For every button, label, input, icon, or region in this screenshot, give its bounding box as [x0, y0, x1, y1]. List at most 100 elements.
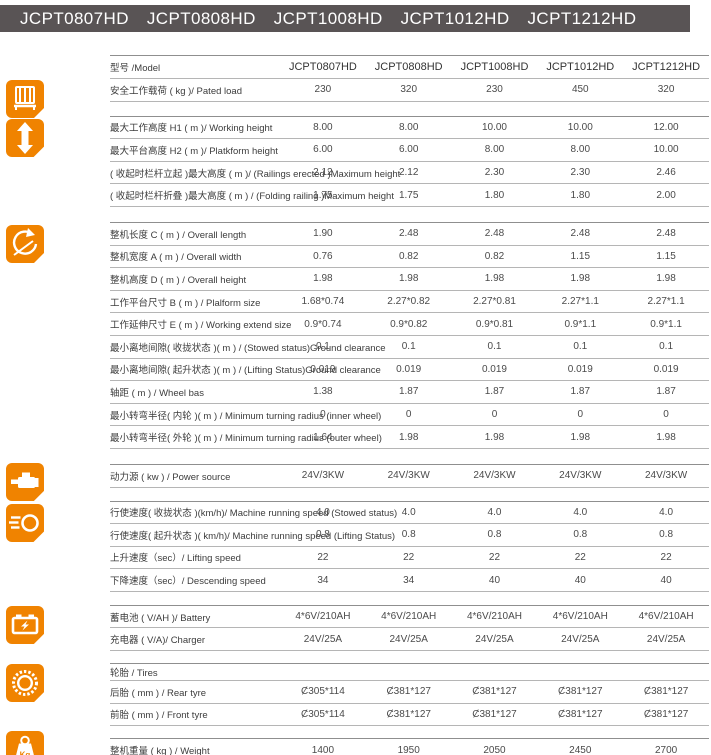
- spec-value: 0.9*0.81: [475, 318, 514, 330]
- spec-values: 1.64 1.98 1.98 1.98 1.98: [280, 432, 709, 443]
- spec-value: JCPT1012HD: [546, 61, 615, 73]
- spec-value: 1.87: [656, 386, 676, 398]
- spec-section: 整机长度 C ( m ) / Overall length 1.90 2.48 2.4…: [6, 221, 709, 449]
- spec-value: 1.80: [570, 189, 591, 201]
- spec-value: 1.68*0.74: [301, 296, 345, 308]
- spec-label: 最小离地间隙( 起升状态 )( m ) / (Lifting Status)Gr…: [110, 365, 381, 377]
- spec-label: 型号 /Model: [110, 63, 161, 74]
- spec-value: 0.8: [487, 529, 502, 541]
- spec-value: 10.00: [653, 144, 679, 156]
- platform-load-icon: [6, 80, 44, 118]
- spec-value: 0.1: [315, 341, 330, 353]
- spec-label: 最大平台高度 H2 ( m )/ Platkform height: [110, 145, 278, 157]
- turning-radius-icon: [6, 224, 44, 263]
- spec-value: JCPT0808HD: [374, 61, 443, 73]
- spec-label: ( 收起时栏杆立起 )最大高度 ( m )/ (Railings erected…: [110, 168, 401, 180]
- spec-value: 0.1: [401, 341, 416, 353]
- spec-value: 450: [571, 84, 589, 96]
- spec-label: 最小离地间隙( 收拢状态 )( m ) / (Stowed status)Gro…: [110, 342, 386, 354]
- spec-value: 2.27*1.1: [647, 296, 685, 308]
- spec-row: 最小离地间隙( 收拢状态 )( m ) / (Stowed status)Gro…: [110, 336, 709, 359]
- spec-row: 前胎 ( mm ) / Front tyre Ȼ305*114 Ȼ381*127 Ȼ3…: [110, 704, 709, 727]
- spec-value: 2.27*0.81: [473, 296, 516, 308]
- spec-value: 34: [403, 574, 415, 586]
- spec-label: 整机长度 C ( m ) / Overall length: [110, 229, 247, 241]
- spec-values: JCPT0807HD JCPT0808HD JCPT1008HD JCPT1012HD…: [280, 61, 709, 73]
- spec-value: 24V/25A: [389, 633, 428, 645]
- spec-label: 最大工作高度 H1 ( m )/ Working height: [110, 123, 273, 135]
- spec-row: 行使速度( 收拢状态 )(km/h)/ Machine running spee…: [110, 502, 709, 525]
- spec-value: 0: [491, 409, 498, 421]
- spec-value: 1.15: [656, 250, 676, 262]
- spec-value: 2450: [569, 744, 592, 755]
- spec-row: 最小转弯半径( 外轮 )( m ) / Minimum turning radi…: [110, 426, 709, 449]
- spec-value: 4.0: [573, 506, 588, 518]
- spec-value: 0: [577, 409, 584, 421]
- spec-value: 0.1: [573, 341, 588, 353]
- spec-section: 行使速度( 收拢状态 )(km/h)/ Machine running spee…: [6, 500, 709, 592]
- svg-text:Kg: Kg: [20, 751, 31, 755]
- model-tab: JCPT0807HD: [20, 8, 129, 28]
- spec-row: 整机宽度 A ( m ) / Overall width 0.76 0.82 0.82…: [110, 246, 709, 269]
- spec-value: JCPT1212HD: [632, 61, 701, 73]
- spec-value: Ȼ381*127: [558, 708, 603, 720]
- spec-row: 整机长度 C ( m ) / Overall length 1.90 2.48 2.4…: [110, 223, 709, 246]
- spec-value: 1.75: [398, 189, 419, 201]
- spec-value: 8.00: [484, 144, 505, 156]
- spec-value: 1400: [311, 744, 335, 755]
- spec-section: 蓄电池 ( V/AH )/ Battery 4*6V/210AH 4*6V/210A…: [6, 604, 709, 652]
- spec-values: 1.68*0.74 2.27*0.82 2.27*0.81 2.27*1.1 2.27*…: [280, 296, 709, 307]
- spec-value: 0: [405, 409, 412, 421]
- spec-value: 22: [660, 551, 672, 563]
- spec-values: 0.1 0.1 0.1 0.1 0.1: [280, 341, 709, 352]
- spec-value: 8.00: [398, 121, 419, 133]
- spec-row: 后胎 ( mm ) / Rear tyre Ȼ305*114 Ȼ381*127 Ȼ38…: [110, 681, 709, 704]
- spec-values: 24V/25A 24V/25A 24V/25A 24V/25A 24V/25A: [280, 634, 709, 645]
- spec-values: 4.0 4.0 4.0 4.0 4.0: [280, 507, 709, 518]
- spec-values: 0.019 0.019 0.019 0.019 0.019: [280, 364, 709, 375]
- power-source-icon: [6, 462, 44, 501]
- spec-values: Ȼ305*114 Ȼ381*127 Ȼ381*127 Ȼ381*127 Ȼ381*127: [280, 709, 709, 720]
- spec-values: 8.00 8.00 10.00 10.00 12.00: [280, 122, 709, 133]
- spec-value: 2.48: [570, 228, 591, 240]
- weight-icon: Kg: [6, 731, 44, 755]
- spec-value: 22: [488, 551, 501, 563]
- spec-row: 最大平台高度 H2 ( m )/ Platkform height 6.00 6.0…: [110, 139, 709, 162]
- spec-value: 0.82: [484, 250, 505, 262]
- spec-label: 最小转弯半径( 内轮 )( m ) / Minimum turning radi…: [110, 410, 382, 422]
- spec-value: 24V/3KW: [473, 470, 516, 482]
- spec-row: 轴距 ( m ) / Wheel bas 1.38 1.87 1.87 1.87 1.87: [110, 381, 709, 404]
- spec-row: 最小转弯半径( 内轮 )( m ) / Minimum turning radi…: [110, 404, 709, 427]
- spec-values: 0.8 0.8 0.8 0.8 0.8: [280, 529, 709, 540]
- spec-value: 24V/25A: [303, 633, 343, 645]
- spec-value: 0.8: [401, 529, 416, 541]
- spec-label: 前胎 ( mm ) / Front tyre: [110, 710, 208, 722]
- spec-value: 1.75: [313, 189, 333, 201]
- spec-value: 12.00: [653, 121, 679, 133]
- spec-value: 1.98: [398, 431, 419, 443]
- spec-values: 0.76 0.82 0.82 1.15 1.15: [280, 251, 709, 262]
- spec-row: 动力源 ( kw ) / Power source 24V/3KW 24V/3KW 2…: [110, 465, 709, 488]
- spec-value: 40: [488, 574, 501, 586]
- spec-label: 整机高度 D ( m ) / Overall height: [110, 274, 247, 286]
- spec-value: 1.98: [484, 431, 505, 443]
- model-tab: JCPT1008HD: [273, 8, 383, 28]
- spec-values: 1.98 1.98 1.98 1.98 1.98: [280, 273, 709, 284]
- spec-value: 0.8: [573, 529, 588, 541]
- spec-value: 320: [400, 84, 418, 96]
- spec-label: 下降速度（sec）/ Descending speed: [110, 576, 266, 588]
- model-tab: JCPT1012HD: [400, 8, 510, 28]
- spec-value: 2.46: [656, 167, 676, 179]
- spec-row: 工作延伸尺寸 E ( m ) / Working extend size 0.9*…: [110, 313, 709, 336]
- spec-value: 2.48: [656, 228, 676, 240]
- spec-value: 0.1: [487, 341, 502, 353]
- spec-row: 行使速度( 起升状态 )( km/h)/ Machine running spe…: [110, 524, 709, 547]
- spec-value: 1.87: [570, 386, 591, 398]
- spec-value: 0: [320, 409, 326, 421]
- spec-value: Ȼ381*127: [643, 686, 689, 698]
- spec-value: 0.019: [653, 363, 679, 375]
- spec-value: 1.98: [656, 431, 676, 443]
- spec-value: 2.00: [656, 189, 676, 201]
- spec-row: 下降速度（sec）/ Descending speed 34 34 40 40 40: [110, 569, 709, 592]
